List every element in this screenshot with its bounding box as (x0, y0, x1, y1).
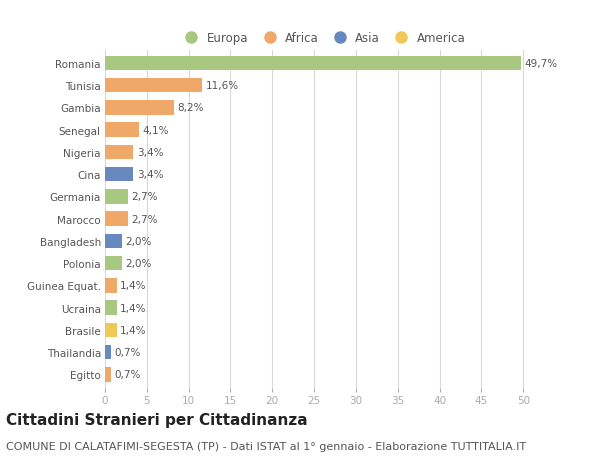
Bar (105, 234, 122, 249)
Text: 0,7%: 0,7% (114, 347, 140, 358)
Bar (105, 256, 122, 271)
Text: 2,7%: 2,7% (131, 214, 157, 224)
Text: 3,4%: 3,4% (137, 148, 163, 157)
Text: 2,0%: 2,0% (125, 258, 151, 269)
Bar (105, 101, 173, 115)
Text: 2,0%: 2,0% (125, 236, 151, 246)
Legend: Europa, Africa, Asia, America: Europa, Africa, Asia, America (177, 29, 468, 47)
Bar (105, 279, 117, 293)
Text: 1,4%: 1,4% (120, 325, 146, 335)
Text: 1,4%: 1,4% (120, 303, 146, 313)
Bar (105, 345, 111, 359)
Text: 1,4%: 1,4% (120, 281, 146, 291)
Bar (105, 146, 133, 160)
Text: 0,7%: 0,7% (114, 369, 140, 380)
Bar (105, 301, 117, 315)
Bar (105, 56, 521, 71)
Bar (105, 367, 111, 382)
Bar (105, 212, 128, 226)
Bar (105, 190, 128, 204)
Text: Cittadini Stranieri per Cittadinanza: Cittadini Stranieri per Cittadinanza (6, 413, 308, 428)
Text: 8,2%: 8,2% (177, 103, 203, 113)
Bar (105, 323, 117, 337)
Bar (105, 123, 139, 138)
Text: 4,1%: 4,1% (143, 125, 169, 135)
Bar (105, 168, 133, 182)
Text: 2,7%: 2,7% (131, 192, 157, 202)
Text: 3,4%: 3,4% (137, 170, 163, 180)
Text: 49,7%: 49,7% (524, 59, 557, 69)
Text: 11,6%: 11,6% (205, 81, 239, 91)
Text: COMUNE DI CALATAFIMI-SEGESTA (TP) - Dati ISTAT al 1° gennaio - Elaborazione TUTT: COMUNE DI CALATAFIMI-SEGESTA (TP) - Dati… (6, 441, 526, 451)
Bar (105, 79, 202, 93)
